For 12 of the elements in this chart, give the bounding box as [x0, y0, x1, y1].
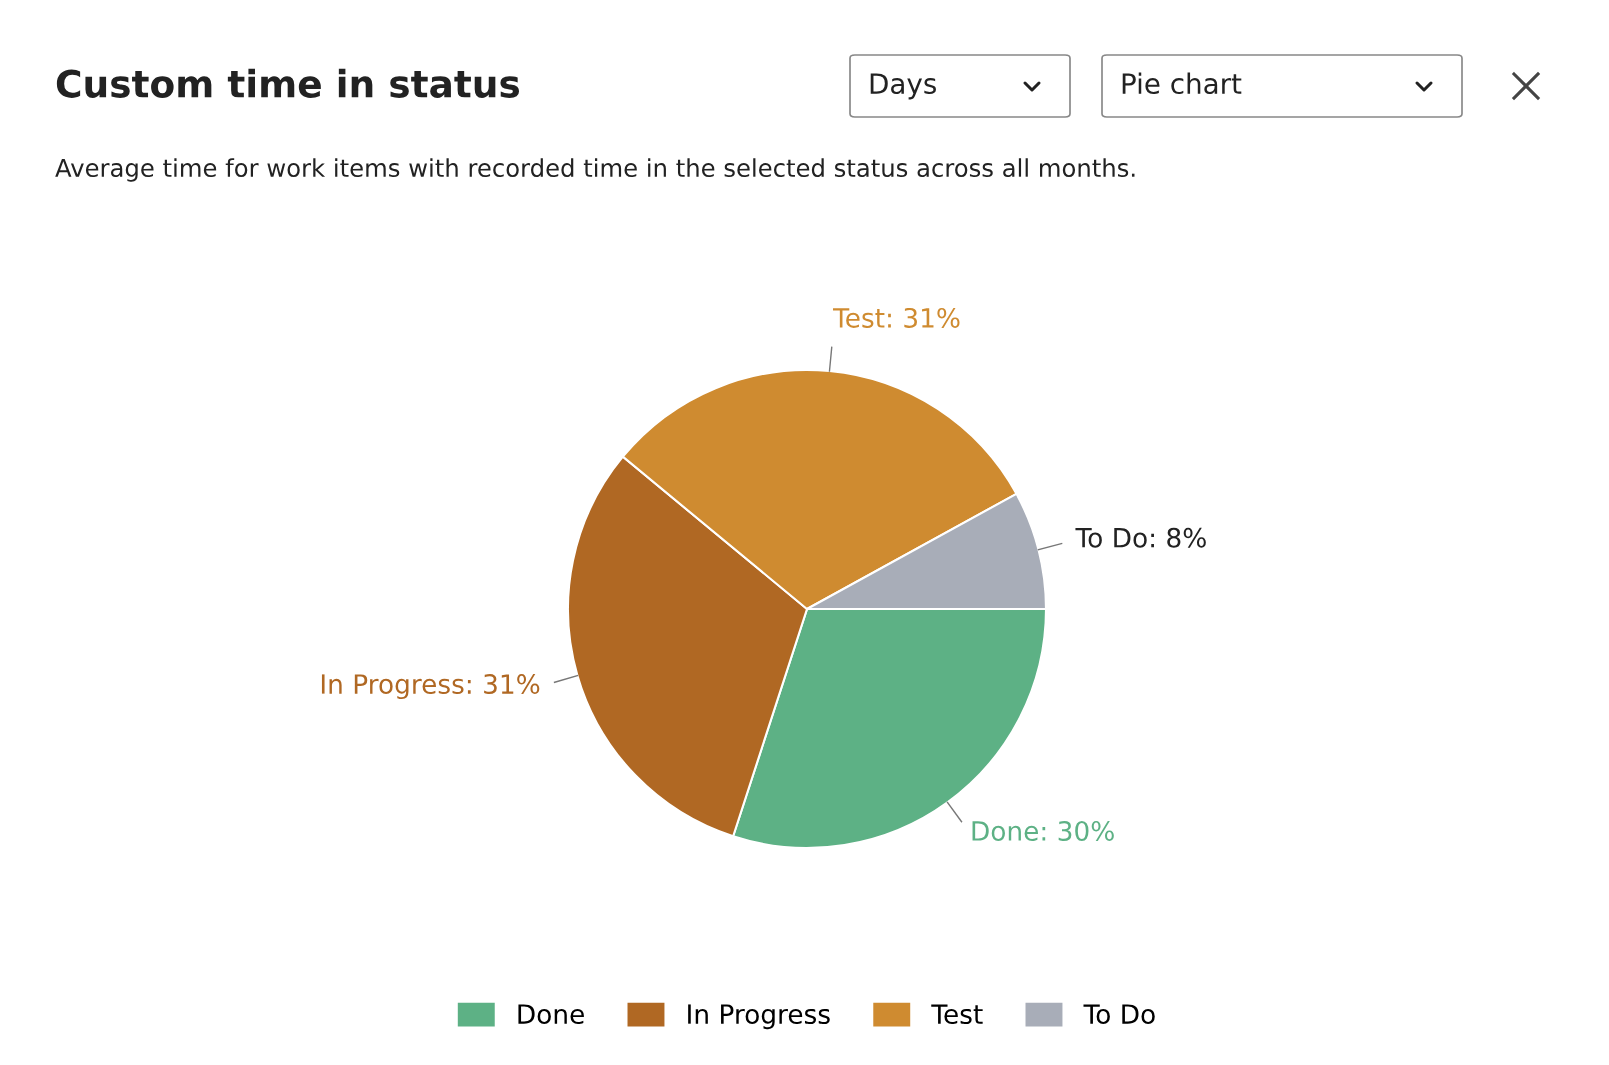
data-label: In Progress: 31%	[321, 674, 540, 700]
text: Days	[870, 73, 936, 100]
legend-label: Done	[518, 1004, 584, 1025]
data-label: To Do: 8%	[1075, 527, 1206, 548]
legend-label: Test	[931, 1004, 983, 1025]
chart-subtitle: Average time for work items with recorded time in the selected status across all months.	[55, 158, 1135, 182]
data-label: Done: 30%	[972, 820, 1114, 841]
chart-title: Custom time in status	[56, 68, 520, 98]
data-label: Test: 31%	[833, 307, 960, 328]
legend-label: To Do	[1083, 1004, 1155, 1025]
text: Pie chart	[1122, 72, 1242, 95]
legend-label: In Progress	[688, 1004, 830, 1030]
